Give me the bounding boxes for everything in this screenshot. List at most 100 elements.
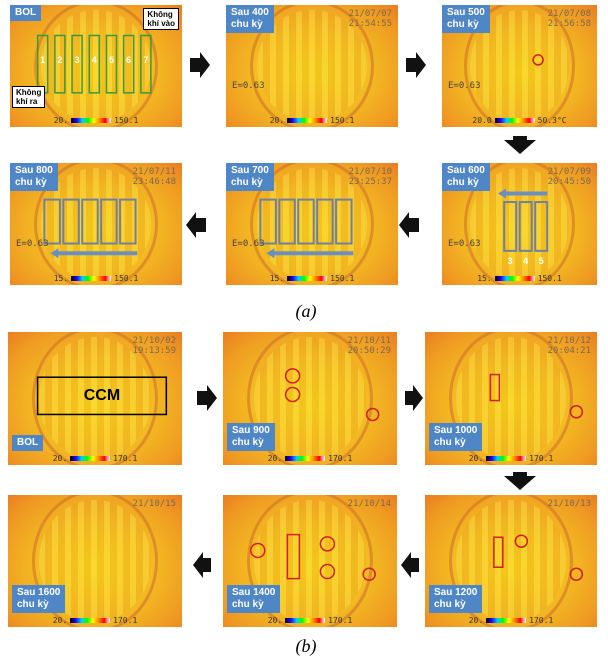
text-line: 21/07/07 [349, 9, 392, 19]
scale-bar [285, 618, 325, 623]
text-line: Sau 1200 [434, 587, 477, 599]
temperature-scale: 20. 170.1 [425, 454, 597, 463]
hotspot [515, 535, 527, 547]
text-line: BOL [15, 7, 36, 19]
hotspot [490, 375, 499, 401]
timestamp: 21/10/14 [348, 499, 391, 509]
text-line: 21:54:55 [349, 19, 392, 29]
scale-min: 20. [469, 454, 483, 463]
channel-outline [63, 200, 78, 244]
emissivity: E=0.63 [16, 239, 49, 249]
timestamp: 21/10/1220:04:21 [548, 336, 591, 356]
channel-number: 5 [109, 55, 114, 65]
text-line: 21/07/11 [133, 167, 176, 177]
text-line: chu kỳ [232, 437, 270, 449]
hotspot [320, 537, 334, 551]
arrow-head [266, 248, 274, 258]
scale-max: 170.1 [529, 454, 553, 463]
scale-min: 20. [270, 116, 284, 125]
channel-number: 3 [75, 55, 80, 65]
text-line: 21:56:58 [548, 19, 591, 29]
hotspot [570, 568, 582, 580]
temperature-scale: 20. 150.1 [10, 116, 182, 125]
text-line: chu kỳ [231, 177, 269, 189]
scale-min: 15. [477, 274, 491, 283]
text-line: chu kỳ [231, 19, 269, 31]
thermal-image: Sau 1600chu kỳ21/10/1520.170.1 [8, 495, 182, 627]
text-line: chu kỳ [15, 177, 53, 189]
text-line: 23:25:37 [349, 177, 392, 187]
text-line: khí vào [147, 19, 175, 28]
scale-bar [287, 118, 327, 123]
channel-outline [120, 200, 135, 244]
text-line: 21/10/11 [348, 336, 391, 346]
emissivity: E=0.63 [448, 239, 481, 249]
temperature-scale: 15.150.1 [226, 274, 398, 283]
text-line: Sau 500 [447, 7, 485, 19]
text-line: Không [16, 88, 41, 97]
temperature-scale: 15.150.1 [10, 274, 182, 283]
timestamp: 21/10/15 [133, 499, 176, 509]
hotspot [363, 568, 375, 580]
timestamp: 21/07/1023:25:37 [349, 167, 392, 187]
scale-max: 150.1 [330, 274, 354, 283]
text-line: 20:50:29 [348, 346, 391, 356]
text-line: 21/10/12 [548, 336, 591, 346]
timestamp: 21/10/1120:50:29 [348, 336, 391, 356]
inlet-label: Khôngkhí vào [143, 8, 179, 30]
emissivity: E=0.63 [232, 81, 265, 91]
channel-outline [504, 202, 516, 251]
emissivity: E=0.63 [448, 81, 481, 91]
scale-min: 20. [469, 616, 483, 625]
text-line: khí ra [16, 97, 41, 106]
temperature-scale: 20.050.3°C [442, 116, 597, 125]
text-line: Sau 700 [231, 165, 269, 177]
scale-bar [486, 456, 526, 461]
scale-bar [285, 456, 325, 461]
arrow-head [498, 189, 506, 199]
scale-bar [71, 276, 111, 281]
text-line: 20:45:50 [548, 177, 591, 187]
hotspot [367, 408, 379, 420]
channel-outline [101, 200, 116, 244]
text-line: 21/10/15 [133, 499, 176, 509]
scale-min: 20. [54, 116, 68, 125]
text-line: Sau 400 [231, 7, 269, 19]
scale-max: 150.1 [114, 274, 138, 283]
temperature-scale: 20. 170.1 [425, 616, 597, 625]
text-line: Sau 1000 [434, 425, 477, 437]
text-line: Sau 1600 [17, 587, 60, 599]
cycle-label: Sau 1400chu kỳ [227, 585, 280, 613]
text-line: chu kỳ [17, 599, 60, 611]
figure: (a) (b) 1234567BOLKhôngkhí vàoKhôngkhí r… [0, 0, 608, 662]
cycle-label: BOL [10, 5, 41, 21]
scale-max: 150.1 [114, 116, 138, 125]
scale-bar [71, 118, 111, 123]
emissivity: E=0.63 [232, 239, 265, 249]
cycle-label: BOL [12, 435, 43, 451]
timestamp: 21/07/0721:54:55 [349, 9, 392, 29]
channel-outline [298, 200, 313, 244]
channel-number: 5 [539, 256, 544, 266]
scale-min: 20. [53, 454, 67, 463]
timestamp: 21/07/1123:46:48 [133, 167, 176, 187]
channel-outline [336, 200, 351, 244]
text-line: BOL [17, 437, 38, 449]
cycle-label: Sau 800chu kỳ [10, 163, 58, 191]
temperature-scale: 20.170.1 [223, 454, 397, 463]
scale-max: 170.1 [113, 454, 137, 463]
channel-outline [279, 200, 294, 244]
cycle-label: Sau 1600chu kỳ [12, 585, 65, 613]
text-line: 20:04:21 [548, 346, 591, 356]
channel-outline [82, 200, 97, 244]
scale-max: 170.1 [529, 616, 553, 625]
